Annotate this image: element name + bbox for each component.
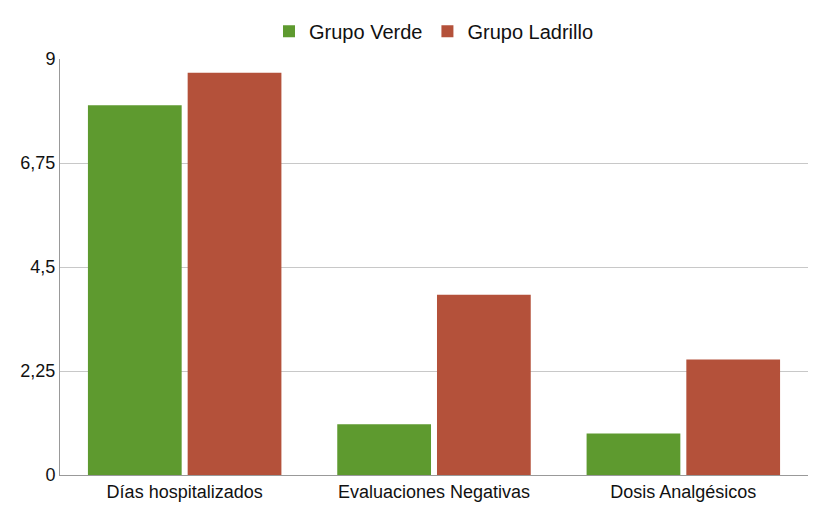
svg-text:2,25: 2,25 <box>20 361 55 381</box>
svg-text:6,75: 6,75 <box>20 153 55 173</box>
svg-text:4,5: 4,5 <box>30 257 55 277</box>
svg-text:Grupo Ladrillo: Grupo Ladrillo <box>467 21 593 43</box>
svg-text:Evaluaciones Negativas: Evaluaciones Negativas <box>338 482 530 502</box>
svg-text:9: 9 <box>45 49 55 69</box>
svg-text:Grupo Verde: Grupo Verde <box>309 21 422 43</box>
svg-text:Dosis Analgésicos: Dosis Analgésicos <box>610 482 756 502</box>
svg-text:0: 0 <box>45 465 55 485</box>
svg-text:Días hospitalizados: Días hospitalizados <box>107 482 263 502</box>
